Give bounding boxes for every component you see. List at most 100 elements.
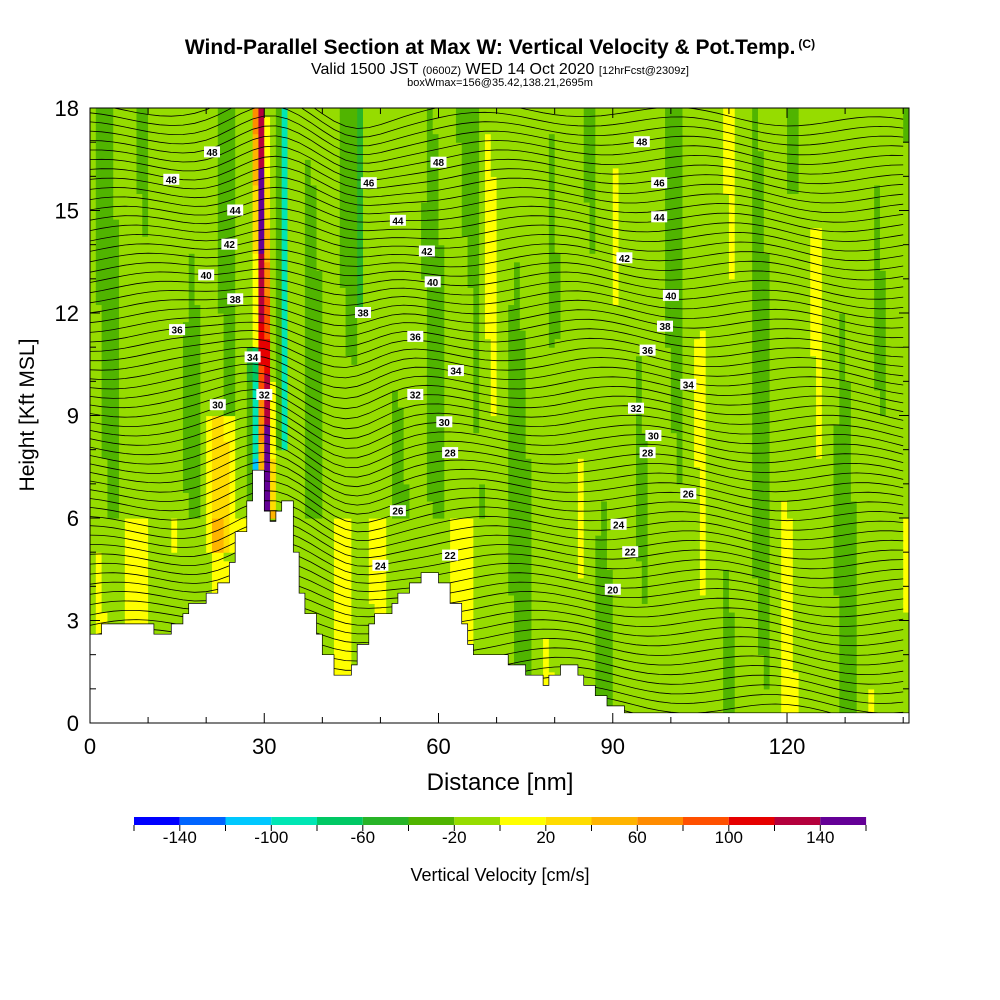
velocity-cell <box>119 381 126 391</box>
velocity-cell <box>113 159 120 169</box>
velocity-cell <box>159 167 167 177</box>
velocity-cell <box>467 184 474 195</box>
velocity-cell <box>461 210 469 220</box>
velocity-cell <box>165 500 172 511</box>
velocity-cell <box>310 441 318 451</box>
velocity-cell <box>211 338 219 348</box>
velocity-cell <box>479 150 486 160</box>
velocity-cell <box>368 142 376 152</box>
velocity-cell <box>159 219 167 229</box>
velocity-cell <box>171 210 178 220</box>
velocity-cell <box>363 142 370 152</box>
velocity-cell <box>339 150 347 160</box>
velocity-cell <box>479 594 486 605</box>
velocity-cell <box>287 313 294 323</box>
velocity-cell <box>299 184 306 195</box>
velocity-cell <box>188 398 196 408</box>
velocity-cell <box>450 355 457 365</box>
velocity-cell <box>333 338 341 348</box>
velocity-cell <box>368 210 376 220</box>
velocity-cell <box>113 227 120 237</box>
velocity-cell <box>397 389 405 400</box>
velocity-cell <box>299 389 306 400</box>
velocity-cell <box>467 398 474 408</box>
velocity-cell <box>136 518 143 528</box>
velocity-cell <box>333 509 341 519</box>
velocity-cell <box>473 321 480 331</box>
velocity-cell <box>136 381 143 391</box>
velocity-cell <box>316 449 323 459</box>
velocity-cell <box>368 500 376 511</box>
velocity-cell <box>258 313 265 323</box>
velocity-cell <box>136 424 143 434</box>
velocity-cell <box>322 594 329 605</box>
velocity-cell <box>363 458 370 468</box>
velocity-cell <box>246 406 254 417</box>
velocity-cell <box>270 287 277 297</box>
velocity-cell <box>90 406 97 417</box>
velocity-cell <box>90 432 97 442</box>
velocity-cell <box>287 261 294 271</box>
velocity-cell <box>351 475 358 485</box>
velocity-cell <box>223 492 231 502</box>
velocity-cell <box>473 244 480 254</box>
velocity-cell <box>136 108 143 118</box>
velocity-cell <box>217 227 225 237</box>
velocity-cell <box>142 441 149 451</box>
velocity-cell <box>211 236 219 246</box>
velocity-cell <box>252 244 260 254</box>
velocity-cell <box>333 620 341 630</box>
velocity-cell <box>95 415 103 425</box>
velocity-cell <box>142 569 149 579</box>
velocity-cell <box>415 483 422 493</box>
velocity-cell <box>322 406 329 417</box>
velocity-cell <box>130 381 138 391</box>
velocity-cell <box>328 176 335 186</box>
velocity-cell <box>252 330 260 340</box>
velocity-cell <box>363 415 370 425</box>
velocity-cell <box>90 261 97 271</box>
velocity-cell <box>397 150 405 160</box>
velocity-cell <box>421 398 428 408</box>
velocity-cell <box>426 500 434 511</box>
velocity-cell <box>124 372 132 382</box>
velocity-cell <box>142 261 149 271</box>
velocity-cell <box>333 646 341 656</box>
velocity-cell <box>90 142 97 152</box>
velocity-cell <box>421 347 428 357</box>
velocity-cell <box>206 159 213 169</box>
velocity-cell <box>368 133 376 143</box>
velocity-cell <box>246 108 254 118</box>
velocity-cell <box>182 535 190 545</box>
velocity-cell <box>444 278 451 288</box>
velocity-cell <box>113 142 120 152</box>
velocity-cell <box>421 338 428 348</box>
velocity-cell <box>316 594 323 605</box>
velocity-cell <box>206 347 213 357</box>
chart-title-text: Wind-Parallel Section at Max W: Vertical… <box>184 36 796 59</box>
velocity-cell <box>124 321 132 331</box>
velocity-cell <box>171 253 178 263</box>
velocity-cell <box>95 560 103 570</box>
velocity-cell <box>392 261 399 271</box>
velocity-cell <box>374 184 382 195</box>
velocity-cell <box>95 167 103 177</box>
velocity-cell <box>264 381 271 391</box>
velocity-cell <box>281 227 289 237</box>
velocity-cell <box>438 116 445 126</box>
velocity-cell <box>304 475 312 485</box>
velocity-cell <box>246 295 254 306</box>
velocity-cell <box>467 629 474 639</box>
velocity-cell <box>194 518 201 528</box>
velocity-cell <box>380 509 387 519</box>
velocity-cell <box>113 475 120 485</box>
velocity-cell <box>200 441 207 451</box>
velocity-cell <box>432 244 440 254</box>
velocity-cell <box>345 406 352 417</box>
velocity-cell <box>246 364 254 374</box>
velocity-cell <box>113 313 120 323</box>
velocity-cell <box>455 432 463 442</box>
velocity-cell <box>113 586 120 596</box>
velocity-cell <box>293 210 300 220</box>
